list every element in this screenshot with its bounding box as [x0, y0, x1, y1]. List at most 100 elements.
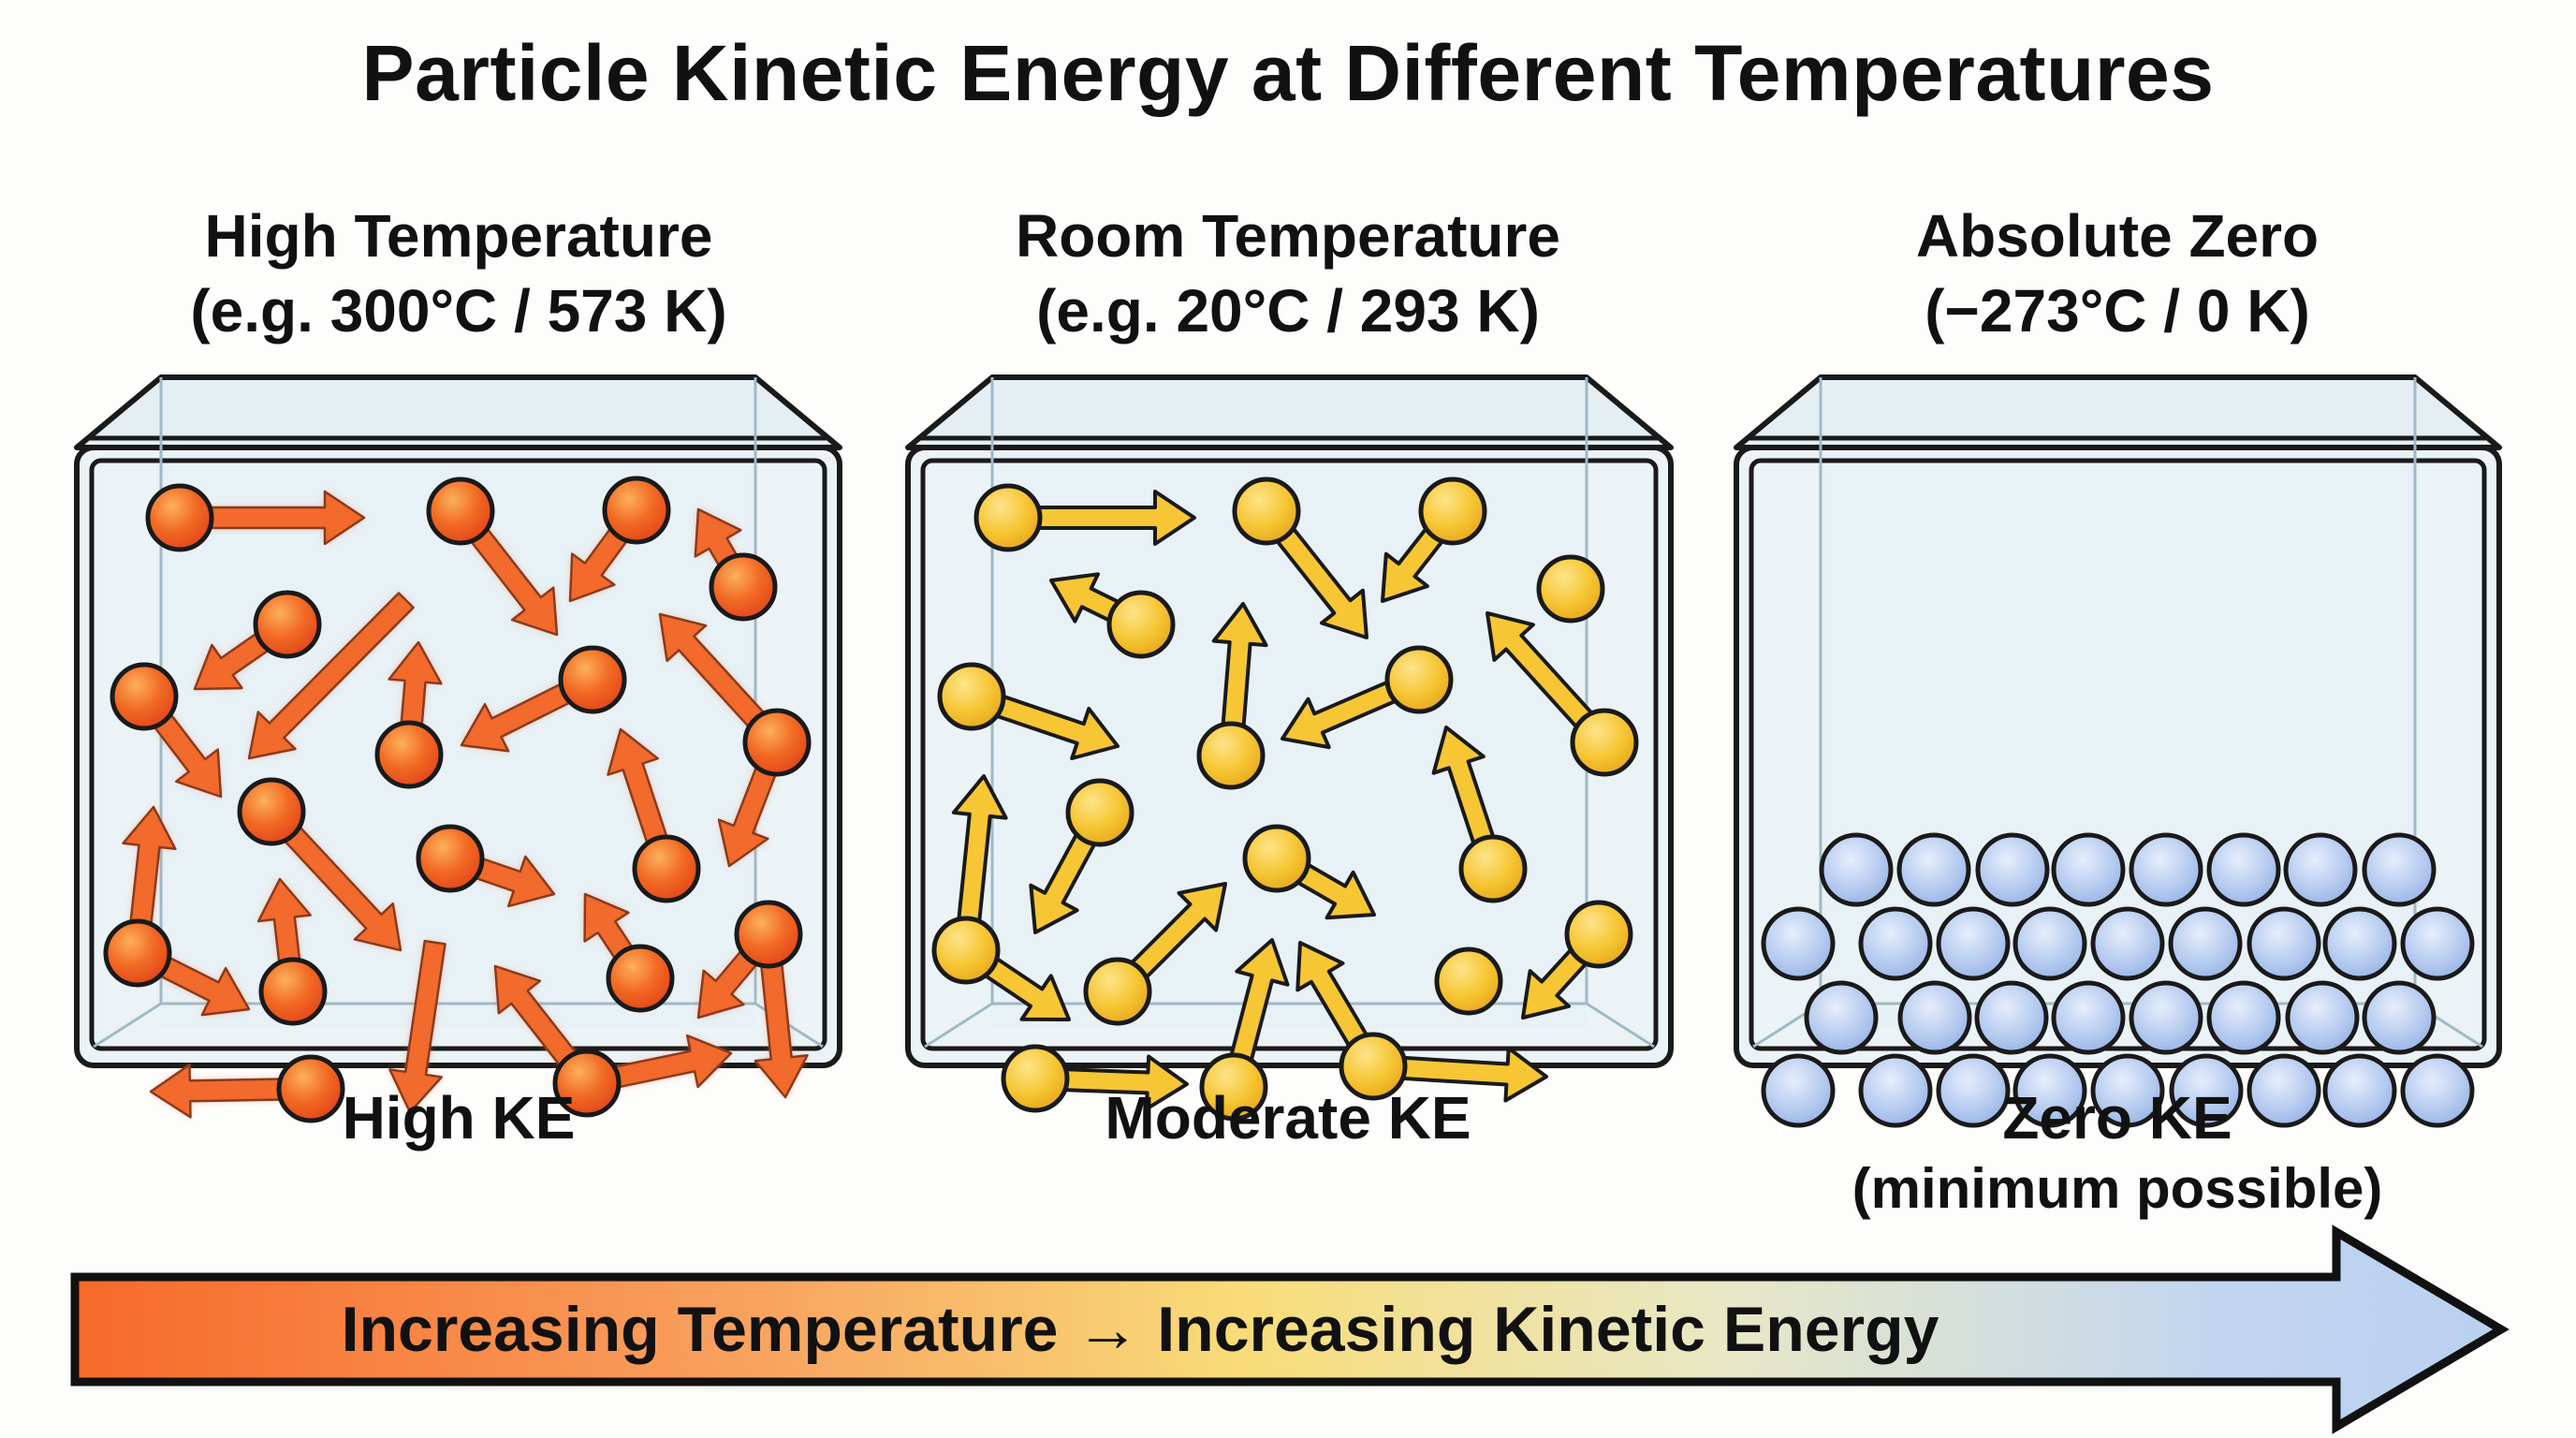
motion-arrow-icon: [992, 694, 1120, 760]
particle: [237, 777, 306, 846]
particle: [1570, 708, 1639, 777]
motion-arrow-icon: [282, 824, 402, 952]
motion-arrow-icon: [1211, 602, 1268, 730]
motion-arrow-icon: [256, 877, 312, 966]
motion-arrow-icon: [1295, 941, 1370, 1049]
particles-panel-1: [103, 476, 812, 1123]
particle: [709, 552, 778, 622]
particles-panel-2: [931, 477, 1639, 1122]
bottom-arrow-label: Increasing Temperature → Increasing Kine…: [341, 1294, 1939, 1365]
particle: [2012, 906, 2087, 981]
particle: [2283, 832, 2358, 907]
particle: [103, 918, 172, 988]
particle: [1418, 477, 1487, 546]
particle: [606, 944, 675, 1013]
heading: High Temperature: [204, 202, 713, 270]
ke-label-moderate: Moderate KE: [1105, 1084, 1471, 1152]
motion-arrow-icon: [1398, 1046, 1548, 1103]
motion-arrow-icon: [607, 727, 669, 847]
particle: [2168, 906, 2243, 981]
particle: [931, 916, 1001, 985]
motion-arrow-icon: [388, 640, 443, 729]
particle: [973, 483, 1043, 552]
particle: [552, 1049, 622, 1118]
particle: [2322, 906, 2397, 981]
motion-arrow-icon: [717, 763, 778, 868]
motion-arrow-icon: [149, 1064, 285, 1119]
particle: [1975, 832, 2050, 907]
subheading: (e.g. 300°C / 573 K): [190, 277, 727, 345]
particle: [276, 1054, 345, 1123]
motion-arrow-icon: [460, 682, 574, 753]
particle: [145, 483, 214, 552]
particle: [426, 477, 495, 546]
particle: [1858, 1053, 1933, 1128]
motion-arrow-icon: [193, 630, 271, 691]
motion-arrow-icon: [1294, 861, 1376, 920]
particle: [2322, 1053, 2397, 1128]
particle: [2247, 1053, 2321, 1128]
particle: [1339, 1032, 1408, 1101]
panel-heading-high-temp: High Temperature (e.g. 300°C / 573 K): [37, 198, 880, 348]
particle: [2090, 1053, 2165, 1128]
particle: [2051, 980, 2126, 1055]
motion-arrow-icon: [468, 525, 559, 637]
motion-arrow-icon: [206, 490, 366, 546]
particle: [2090, 906, 2165, 981]
motion-arrow-icon: [1128, 882, 1227, 981]
motion-arrow-icon: [1281, 679, 1399, 750]
particle: [1232, 477, 1301, 546]
motion-arrow-icon: [1274, 524, 1368, 639]
panel-heading-room-temp: Room Temperature (e.g. 20°C / 293 K): [867, 198, 1709, 348]
motion-arrow-icon: [754, 960, 809, 1099]
diagram-title: Particle Kinetic Energy at Different Tem…: [361, 29, 2215, 117]
particle: [2400, 1053, 2475, 1128]
particle: [1974, 980, 2049, 1055]
particle: [2285, 980, 2360, 1055]
particle: [2012, 1053, 2087, 1128]
particle: [2129, 832, 2203, 907]
particle: [742, 708, 812, 777]
particle: [602, 476, 671, 545]
motion-arrow-icon: [1431, 726, 1496, 847]
particle: [1458, 834, 1528, 903]
particle: [1083, 957, 1152, 1026]
ke-label-zero: Zero KE (minimum possible): [1696, 1082, 2539, 1225]
motion-arrow-icon: [610, 1034, 733, 1089]
motion-arrow-icon: [658, 612, 768, 730]
particles-layer: [103, 476, 2475, 1128]
motion-arrow-icon: [122, 805, 177, 928]
motion-arrow-icon: [388, 939, 446, 1114]
motion-arrow-icon: [1486, 611, 1595, 731]
particle: [1564, 900, 1633, 969]
motion-arrow-icon: [247, 592, 415, 760]
motion-arrow-icon: [981, 955, 1071, 1021]
motion-arrow-icon: [951, 774, 1008, 926]
particle: [1936, 1053, 2011, 1128]
particle: [2129, 980, 2203, 1055]
motion-arrow-icon: [1228, 938, 1290, 1064]
particle: [2169, 1053, 2244, 1128]
particle: [1106, 590, 1176, 659]
particle: [2206, 980, 2281, 1055]
particle: [2206, 832, 2281, 907]
motion-arrow-icon: [1049, 572, 1122, 624]
ke-sublabel: (minimum possible): [1852, 1157, 2383, 1220]
motion-arrow-icon: [696, 947, 760, 1020]
particle: [1804, 980, 1879, 1055]
heading: Absolute Zero: [1915, 202, 2320, 270]
particle: [2362, 832, 2437, 907]
particle: [937, 662, 1006, 731]
motion-arrow-icon: [583, 892, 636, 962]
particle: [1434, 946, 1503, 1016]
particle: [1384, 645, 1454, 714]
motion-arrow-icon: [568, 525, 630, 603]
particles-panel-3: [1761, 832, 2475, 1128]
particle: [1761, 906, 1836, 981]
particle: [1819, 832, 1894, 907]
motion-arrow-icon: [472, 855, 556, 908]
motion-arrow-icon: [1381, 524, 1446, 603]
heading: Room Temperature: [1015, 202, 1561, 270]
particle: [2400, 906, 2475, 981]
